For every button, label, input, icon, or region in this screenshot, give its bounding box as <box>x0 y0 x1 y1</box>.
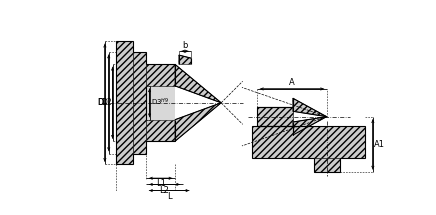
Polygon shape <box>313 158 340 172</box>
Polygon shape <box>293 117 327 135</box>
Polygon shape <box>257 108 293 126</box>
Text: L2: L2 <box>160 186 170 195</box>
Text: D3$^{H9}$: D3$^{H9}$ <box>151 97 169 108</box>
Polygon shape <box>146 64 175 86</box>
Text: D1: D1 <box>97 98 108 107</box>
Polygon shape <box>146 120 175 141</box>
Polygon shape <box>179 55 191 64</box>
Polygon shape <box>133 52 146 154</box>
Polygon shape <box>146 86 175 120</box>
Text: L1: L1 <box>156 179 166 188</box>
Polygon shape <box>293 98 327 117</box>
Text: A1: A1 <box>375 140 385 149</box>
Polygon shape <box>252 126 365 158</box>
Polygon shape <box>175 64 221 103</box>
Text: D2: D2 <box>101 98 112 107</box>
Polygon shape <box>116 41 133 164</box>
Polygon shape <box>175 103 221 141</box>
Text: b: b <box>182 41 187 50</box>
Text: L: L <box>167 192 171 201</box>
Text: A: A <box>289 78 295 88</box>
Text: D: D <box>97 98 103 107</box>
